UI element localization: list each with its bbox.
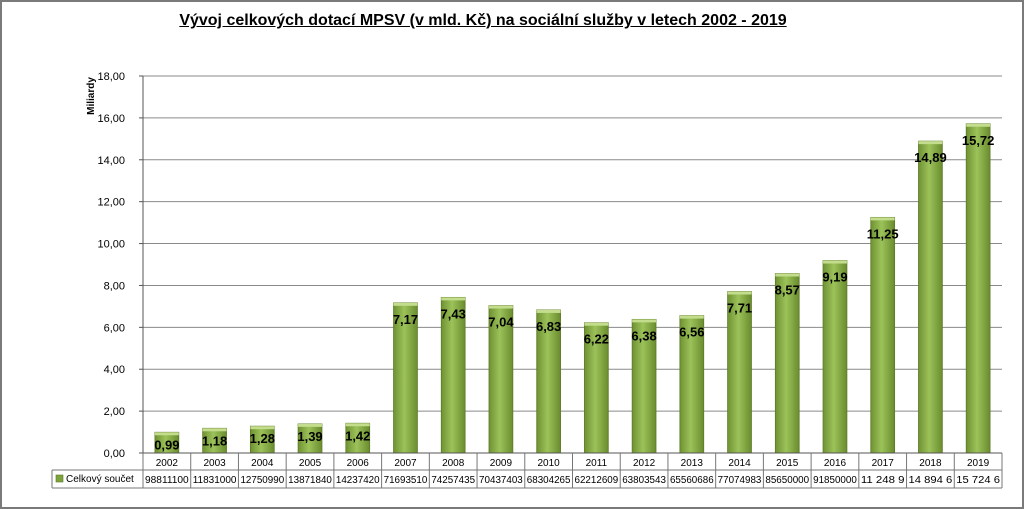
bar-top-highlight: [250, 426, 275, 430]
x-tick-label: 2014: [728, 458, 751, 469]
data-label: 11,25: [867, 226, 899, 241]
bars: [154, 123, 991, 454]
y-axis: 0,00 2,00 4,00 6,00 8,00 10,00 12,00 14,00 16,00…: [86, 71, 144, 460]
table-value-cell: 13871840: [288, 475, 332, 486]
data-label: 7,17: [393, 312, 418, 327]
x-tick-label: 2015: [776, 458, 799, 469]
table-value-cell: 63803543: [622, 475, 666, 486]
data-label: 15,72: [962, 133, 995, 148]
y-tick-label: 4,00: [104, 364, 125, 376]
data-label: 6,56: [679, 325, 704, 340]
y-tick-label: 10,00: [97, 239, 125, 251]
table-value-cell: 12750990: [240, 475, 284, 486]
bar-top-highlight: [441, 297, 466, 301]
data-label: 7,71: [727, 301, 752, 316]
data-label: 0,99: [154, 437, 179, 452]
bar: [918, 140, 943, 454]
data-label: 7,43: [441, 306, 466, 321]
bar-top-highlight: [775, 273, 800, 277]
data-label: 1,39: [297, 429, 322, 444]
x-tick-label: 2011: [586, 458, 608, 469]
data-label: 6,22: [584, 332, 609, 347]
x-tick-label: 2018: [919, 458, 942, 469]
table-value-cell: 85650000: [765, 475, 809, 486]
y-tick-label: 18,00: [97, 71, 125, 83]
data-label: 7,04: [488, 315, 514, 330]
bar-top-highlight: [584, 322, 609, 326]
bar-top-highlight: [632, 319, 657, 323]
bar-top-highlight: [298, 423, 322, 427]
bar-top-highlight: [154, 432, 179, 436]
table-value-cell: 11831000: [193, 475, 237, 486]
table-value-cell: 14237420: [336, 475, 380, 486]
bar-top-highlight: [345, 423, 370, 427]
bar: [822, 260, 848, 454]
x-tick-label: 2006: [347, 458, 370, 469]
y-tick-label: 16,00: [97, 113, 125, 125]
bar: [774, 273, 800, 454]
table-value-cell: 14 894 6: [909, 475, 953, 486]
x-tick-label: 2003: [203, 458, 226, 469]
table-value-cell: 91850000: [813, 475, 857, 486]
data-label: 1,28: [250, 431, 275, 446]
y-tick-label: 0,00: [104, 448, 125, 460]
bar: [965, 123, 991, 454]
bar-top-highlight: [679, 315, 704, 319]
x-tick-label: 2017: [872, 458, 895, 469]
table-value-cell: 77074983: [718, 475, 762, 486]
table-value-cell: 68304265: [527, 475, 571, 486]
bar-top-highlight: [918, 141, 943, 145]
table-value-cell: 15 724 6: [956, 475, 1000, 486]
bar-top-highlight: [823, 260, 847, 264]
chart-title: Vývoj celkových dotací MPSV (v mld. Kč) …: [179, 12, 787, 29]
data-label: 6,38: [631, 328, 656, 343]
x-tick-label: 2004: [251, 458, 274, 469]
bar-top-highlight: [727, 291, 752, 295]
y-tick-label: 6,00: [104, 322, 125, 334]
table-value-cell: 11 248 9: [861, 475, 905, 486]
y-tick-label: 8,00: [104, 280, 125, 292]
bar-top-highlight: [488, 305, 513, 309]
bar-top-highlight: [393, 302, 418, 306]
data-label: 14,89: [914, 150, 947, 165]
table-value-cell: 70437403: [479, 475, 523, 486]
data-label: 9,19: [822, 270, 847, 285]
bar-top-highlight: [870, 217, 895, 221]
data-label: 6,83: [536, 319, 561, 334]
legend-label: Celkový součet: [66, 474, 134, 485]
x-tick-label: 2007: [394, 458, 417, 469]
y-axis-label: Miliardy: [86, 77, 97, 115]
y-tick-label: 2,00: [104, 406, 125, 418]
table-value-cell: 98811100: [145, 475, 189, 486]
x-tick-label: 2013: [681, 458, 704, 469]
table-value-cell: 62212609: [575, 475, 619, 486]
x-tick-label: 2012: [633, 458, 656, 469]
data-labels: 0,99 1,18 1,28 1,39 1,42 7,17 7,43 7,04 6,83 6,22…: [154, 133, 994, 453]
x-tick-label: 2002: [156, 458, 179, 469]
table-value-cell: 74257435: [431, 475, 475, 486]
data-label: 1,18: [202, 433, 227, 448]
x-tick-label: 2016: [824, 458, 847, 469]
data-table: 2002 98811100 2003 11831000 2004 12750990 2005…: [51, 452, 1003, 489]
bar: [870, 216, 896, 454]
grid-lines: [143, 75, 1002, 454]
x-tick-label: 2019: [967, 458, 990, 469]
data-label: 1,42: [345, 428, 370, 443]
bar-top-highlight: [966, 123, 991, 127]
table-value-cell: 65560686: [670, 475, 714, 486]
table-value-cell: 71693510: [384, 475, 428, 486]
y-tick-label: 14,00: [97, 155, 125, 167]
y-tick-label: 12,00: [97, 197, 125, 209]
x-tick-label: 2008: [442, 458, 465, 469]
bar-top-highlight: [536, 309, 561, 313]
x-tick-label: 2005: [299, 458, 322, 469]
data-label: 8,57: [775, 283, 800, 298]
x-tick-label: 2009: [490, 458, 513, 469]
bar-top-highlight: [202, 428, 227, 432]
bar: [727, 291, 752, 454]
legend-key: [55, 474, 64, 483]
x-tick-label: 2010: [538, 458, 561, 469]
